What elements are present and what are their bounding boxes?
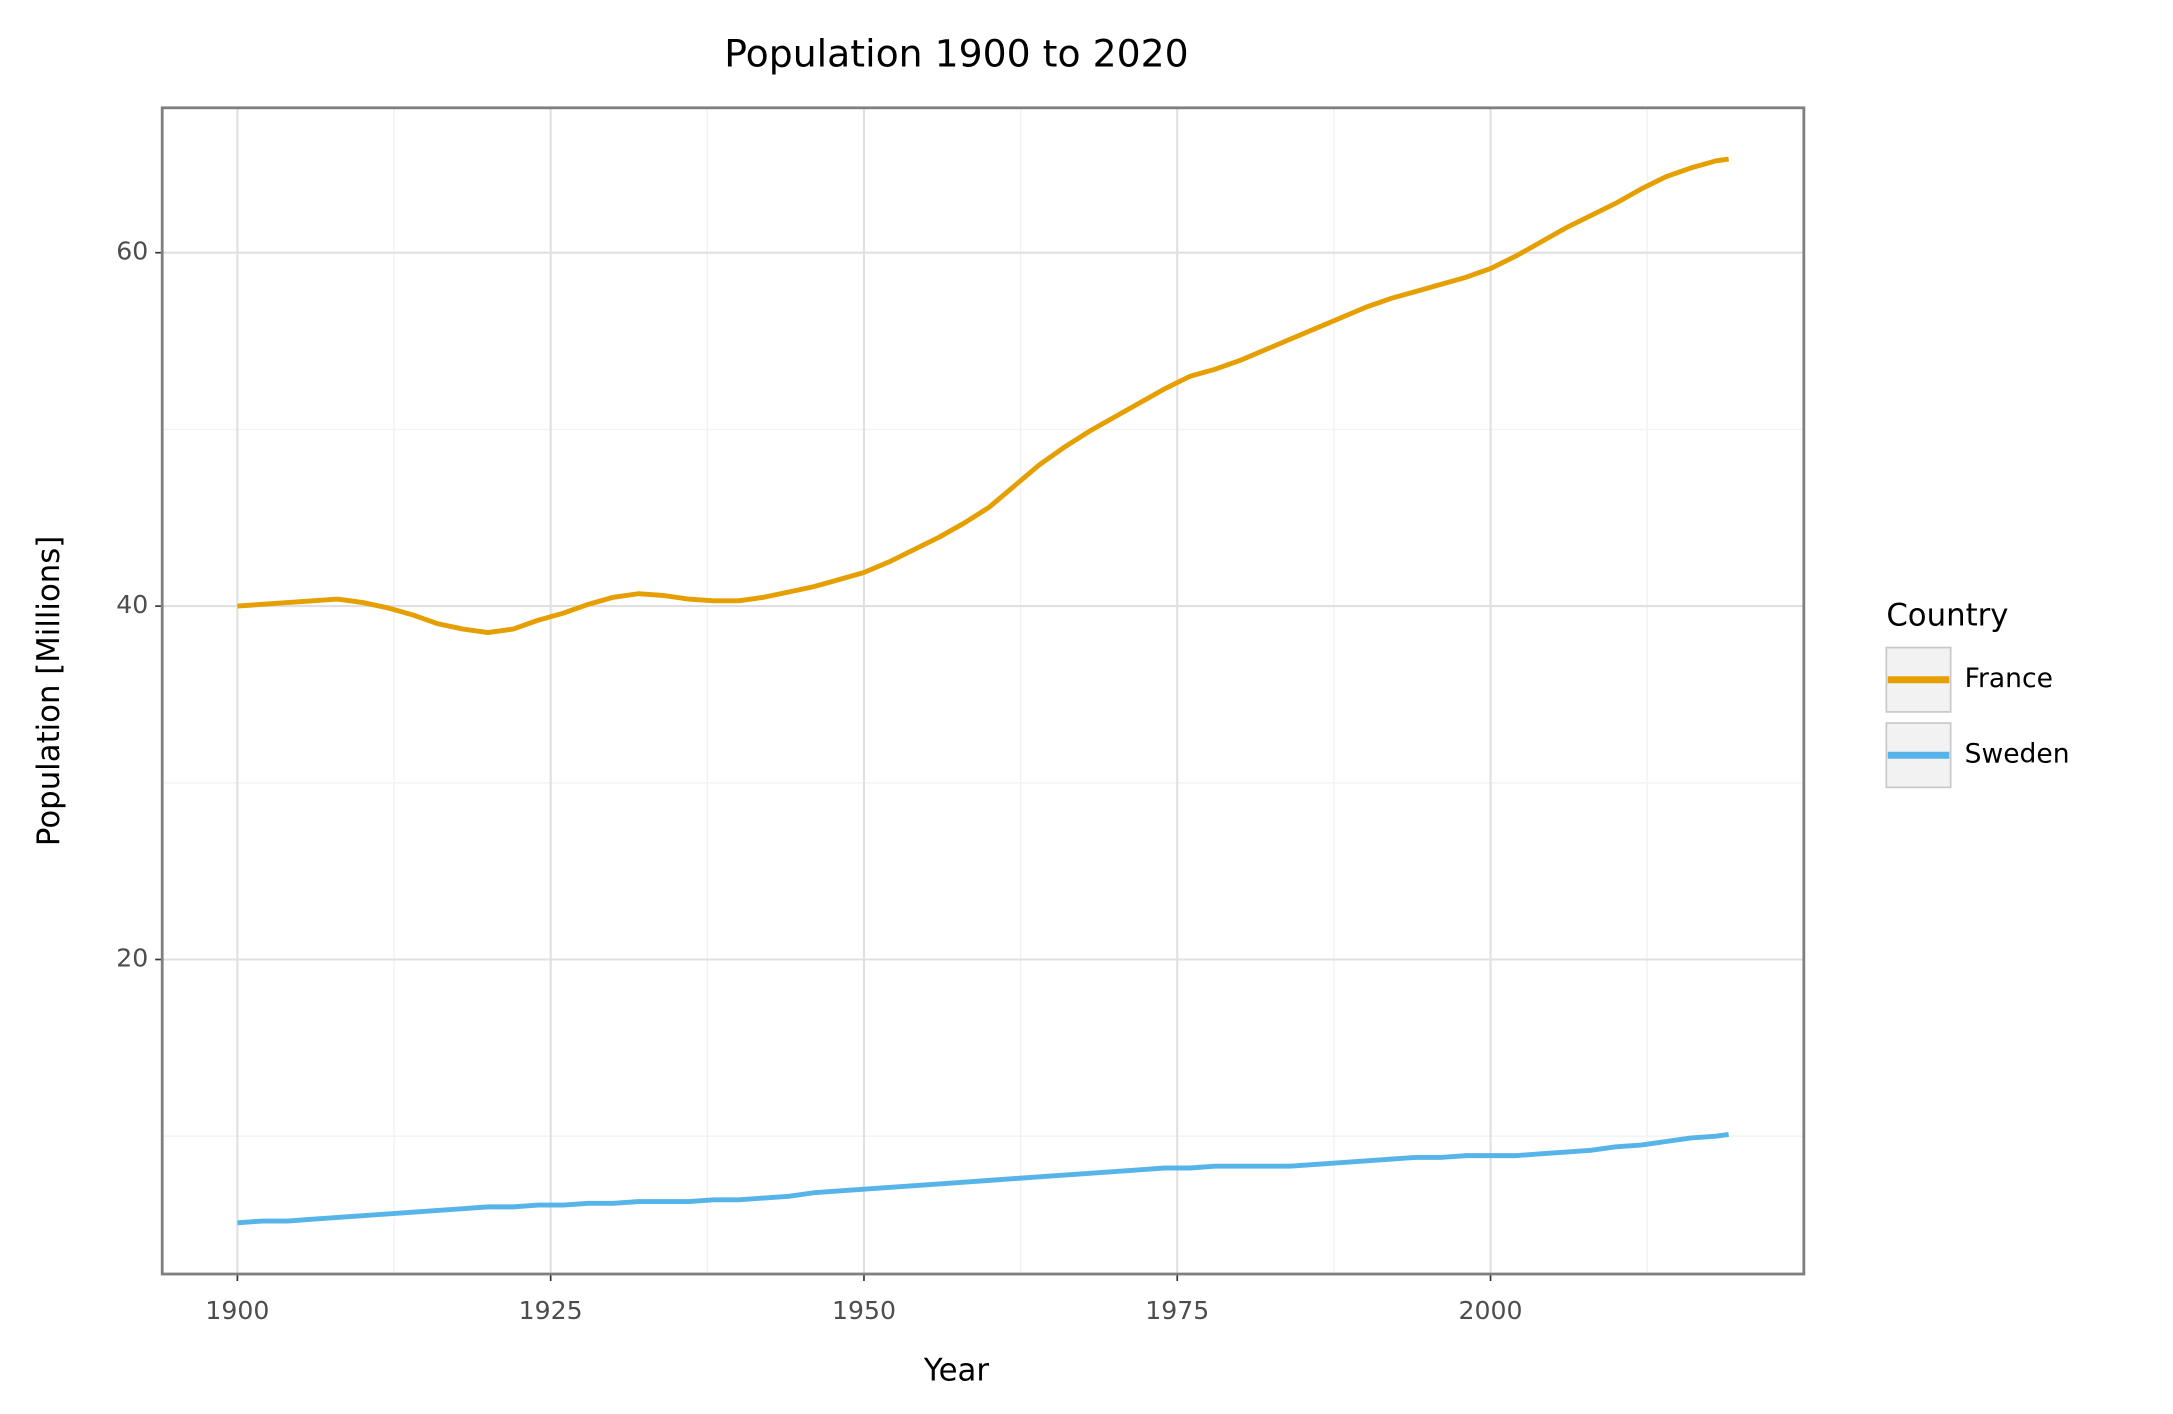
x-tick-label: 1925 — [519, 1296, 583, 1325]
x-tick-label: 2000 — [1459, 1296, 1523, 1325]
x-axis-title: Year — [923, 1352, 989, 1388]
chart-title: Population 1900 to 2020 — [724, 32, 1188, 76]
plot-background — [162, 107, 1804, 1275]
x-tick-label: 1900 — [205, 1296, 269, 1325]
legend-label: Sweden — [1965, 739, 2070, 770]
line — [237, 1132, 1729, 1226]
legend-title: Country — [1886, 597, 2008, 633]
line — [237, 156, 1729, 636]
y-tick-label: 40 — [116, 590, 148, 619]
y-tick-label: 20 — [116, 943, 148, 972]
x-tick-label: 1975 — [1145, 1296, 1209, 1325]
y-axis-title: Population [Millions] — [31, 536, 67, 846]
x-tick-label: 1950 — [832, 1296, 896, 1325]
plot-border — [160, 106, 1806, 1276]
y-tick-label: 60 — [116, 237, 148, 266]
legend-label: France — [1965, 663, 2053, 694]
